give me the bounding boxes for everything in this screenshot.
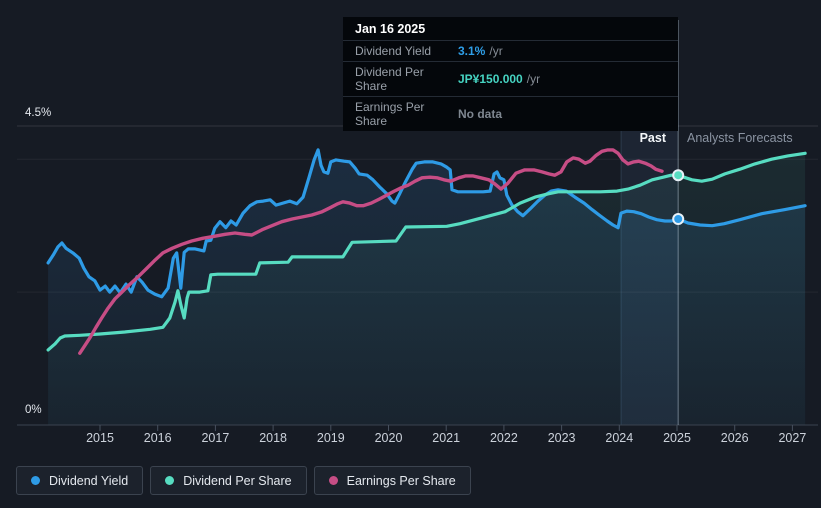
y-axis-label-max: 4.5% bbox=[25, 107, 52, 119]
tooltip-row-dividend-yield: Dividend Yield 3.1% /yr bbox=[343, 40, 678, 61]
tooltip-row-earnings-per-share: Earnings Per Share No data bbox=[343, 96, 678, 131]
tooltip-row-dividend-per-share: Dividend Per Share JP¥150.000 /yr bbox=[343, 61, 678, 96]
past-label: Past bbox=[639, 131, 666, 145]
area-fills bbox=[48, 149, 806, 426]
x-tick-label-2017: 2017 bbox=[201, 431, 230, 445]
chart-tooltip: Jan 16 2025 Dividend Yield 3.1% /yr Divi… bbox=[343, 17, 678, 131]
x-tick-label-2024: 2024 bbox=[605, 431, 634, 445]
x-tick-label-2027: 2027 bbox=[778, 431, 807, 445]
dividend-yield-dot-icon bbox=[31, 476, 40, 485]
legend: Dividend Yield Dividend Per Share Earnin… bbox=[16, 466, 471, 495]
dividend-yield-marker bbox=[672, 213, 685, 225]
legend-chip-earnings-per-share[interactable]: Earnings Per Share bbox=[313, 466, 471, 495]
legend-chip-dividend-per-share[interactable]: Dividend Per Share bbox=[150, 466, 307, 495]
tooltip-label: Dividend Yield bbox=[355, 44, 432, 58]
x-tick-label-2019: 2019 bbox=[316, 431, 345, 445]
x-tick-label-2021: 2021 bbox=[432, 431, 461, 445]
x-tick-label-2023: 2023 bbox=[547, 431, 576, 445]
earnings-per-share-line bbox=[78, 148, 664, 355]
legend-label: Dividend Yield bbox=[49, 473, 129, 488]
earnings-per-share-dot-icon bbox=[328, 476, 338, 485]
dividend-per-share-marker bbox=[672, 169, 685, 182]
legend-label: Dividend Per Share bbox=[183, 473, 292, 488]
tooltip-value: 3.1% bbox=[458, 44, 486, 58]
x-tick-label-2022: 2022 bbox=[489, 431, 518, 445]
tooltip-suffix: /yr bbox=[526, 72, 541, 86]
tooltip-suffix: /yr bbox=[489, 44, 503, 58]
legend-label: Earnings Per Share bbox=[346, 473, 456, 488]
legend-chip-dividend-yield[interactable]: Dividend Yield bbox=[16, 466, 144, 495]
y-axis-label-zero: 0% bbox=[25, 404, 42, 416]
dividend-yield-line bbox=[46, 148, 807, 299]
dividend-per-share-area bbox=[48, 153, 806, 426]
tooltip-label: Earnings Per Share bbox=[355, 100, 425, 128]
x-tick-label-2015: 2015 bbox=[86, 431, 114, 445]
x-tick-label-2016: 2016 bbox=[143, 431, 172, 445]
x-tick-label-2020: 2020 bbox=[374, 431, 403, 445]
series-markers bbox=[672, 169, 685, 225]
x-axis-ticks bbox=[99, 425, 793, 431]
tooltip-value: No data bbox=[458, 107, 503, 121]
tooltip-value: JP¥150.000 bbox=[458, 72, 523, 86]
x-tick-label-2025: 2025 bbox=[663, 431, 691, 445]
tooltip-date: Jan 16 2025 bbox=[355, 22, 426, 36]
x-tick-label-2018: 2018 bbox=[259, 431, 287, 445]
x-tick-label-2026: 2026 bbox=[720, 431, 749, 445]
analysts-forecasts-label: Analysts Forecasts bbox=[687, 131, 793, 145]
tooltip-label: Dividend Per Share bbox=[355, 65, 424, 93]
dividend-per-share-dot-icon bbox=[165, 476, 175, 485]
